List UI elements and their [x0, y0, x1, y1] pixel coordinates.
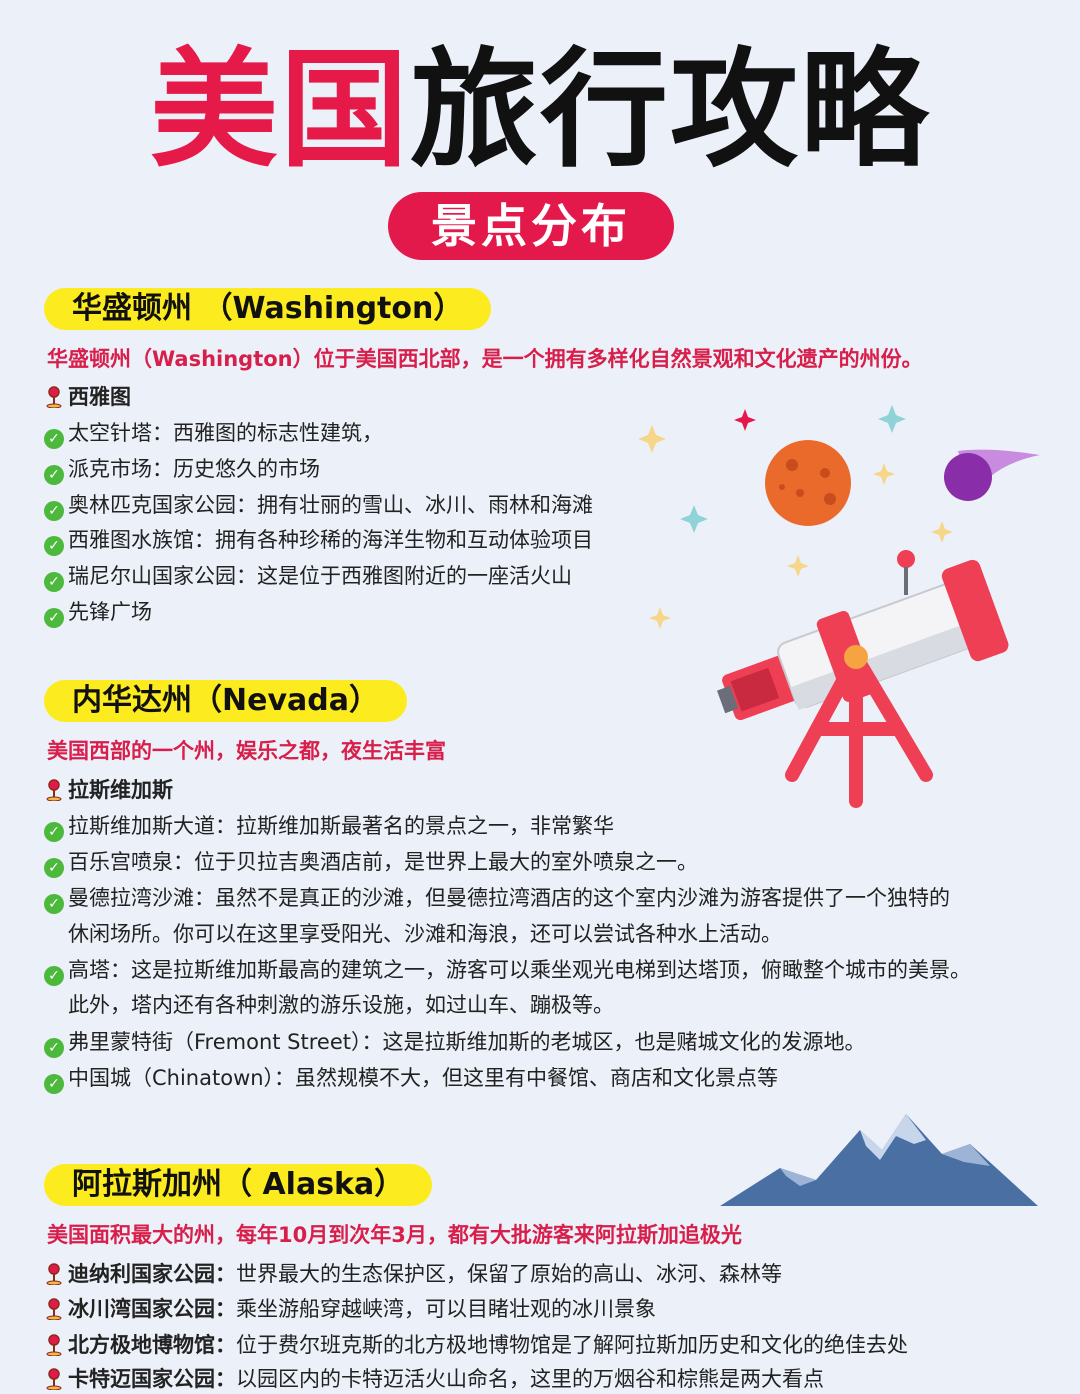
- section-heading-alaska: 阿拉斯加州（ Alaska）: [44, 1164, 433, 1206]
- list-item-text: 太空针塔：西雅图的标志性建筑，: [68, 421, 383, 445]
- check-circle-icon: ✓: [44, 822, 64, 842]
- list-item-text: 拉斯维加斯大道：拉斯维加斯最著名的景点之一，非常繁华: [68, 814, 614, 838]
- list-item-text: 奥林匹克国家公园：拥有壮丽的雪山、冰川、雨林和海滩: [68, 493, 593, 517]
- location-pin-icon: [44, 1263, 64, 1285]
- list-item: ✓ 百乐宫喷泉：位于贝拉吉奥酒店前，是世界上最大的室外喷泉之一。: [44, 847, 698, 878]
- list-item-continuation: 休闲场所。你可以在这里享受阳光、沙滩和海浪，还可以尝试各种水上活动。: [68, 922, 782, 946]
- city-label-seattle: 西雅图: [44, 382, 131, 412]
- check-circle-icon: ✓: [44, 1074, 64, 1094]
- attraction-desc: 位于费尔班克斯的北方极地博物馆是了解阿拉斯加历史和文化的绝佳去处: [236, 1333, 908, 1357]
- list-item: ✓ 高塔：这是拉斯维加斯最高的建筑之一，游客可以乘坐观光电梯到达塔顶，俯瞰整个城市…: [44, 955, 971, 986]
- telescope-tube: [716, 559, 1009, 721]
- list-item: ✓ 派克市场：历史悠久的市场: [44, 454, 320, 485]
- list-item: ✓ 瑞尼尔山国家公园：这是位于西雅图附近的一座活火山: [44, 561, 572, 592]
- attraction-name: 北方极地博物馆：: [68, 1333, 236, 1357]
- list-item-text: 高塔：这是拉斯维加斯最高的建筑之一，游客可以乘坐观光电梯到达塔顶，俯瞰整个城市的…: [68, 958, 971, 982]
- comet-icon: [944, 449, 1040, 501]
- city-name: 西雅图: [68, 385, 131, 409]
- attraction-desc: 乘坐游船穿越峡湾，可以目睹壮观的冰川景象: [236, 1297, 656, 1321]
- attraction-desc: 世界最大的生态保护区，保留了原始的高山、冰河、森林等: [236, 1262, 782, 1286]
- section-intro-washington: 华盛顿州（Washington）位于美国西北部，是一个拥有多样化自然景观和文化遗…: [47, 347, 923, 371]
- check-circle-icon: ✓: [44, 1038, 64, 1058]
- list-item: ✓ 奥林匹克国家公园：拥有壮丽的雪山、冰川、雨林和海滩: [44, 490, 593, 521]
- title-part-black: 旅行攻略: [410, 36, 931, 185]
- list-item-text: 派克市场：历史悠久的市场: [68, 457, 320, 481]
- list-item: 冰川湾国家公园：乘坐游船穿越峡湾，可以目睹壮观的冰川景象: [44, 1294, 656, 1324]
- mountain-illustration: [720, 1114, 1038, 1206]
- location-pin-icon: [44, 1334, 64, 1356]
- telescope-illustration: [638, 405, 1040, 808]
- sparkle-icon: [638, 405, 953, 629]
- attraction-name: 迪纳利国家公园：: [68, 1262, 236, 1286]
- list-item-text: 曼德拉湾沙滩：虽然不是真正的沙滩，但曼德拉湾酒店的这个室内沙滩为游客提供了一个独…: [68, 886, 950, 910]
- city-label-las-vegas: 拉斯维加斯: [44, 775, 173, 805]
- check-circle-icon: ✓: [44, 429, 64, 449]
- list-item-text: 弗里蒙特街（Fremont Street）：这是拉斯维加斯的老城区，也是赌城文化…: [68, 1030, 866, 1054]
- check-circle-icon: ✓: [44, 608, 64, 628]
- location-pin-icon: [44, 386, 64, 408]
- section-heading-washington: 华盛顿州 （Washington）: [44, 288, 492, 330]
- attraction-desc: 以园区内的卡特迈活火山命名，这里的万烟谷和棕熊是两大看点: [236, 1367, 824, 1391]
- list-item-text: 中国城（Chinatown）：虽然规模不大，但这里有中餐馆、商店和文化景点等: [68, 1066, 779, 1090]
- section-intro-nevada: 美国西部的一个州，娱乐之都，夜生活丰富: [47, 739, 446, 763]
- list-item-text: 百乐宫喷泉：位于贝拉吉奥酒店前，是世界上最大的室外喷泉之一。: [68, 850, 698, 874]
- list-item: ✓ 西雅图水族馆：拥有各种珍稀的海洋生物和互动体验项目: [44, 525, 593, 556]
- check-circle-icon: ✓: [44, 572, 64, 592]
- page-title: 美国旅行攻略: [0, 36, 1080, 186]
- list-item: 迪纳利国家公园：世界最大的生态保护区，保留了原始的高山、冰河、森林等: [44, 1259, 782, 1289]
- attraction-name: 卡特迈国家公园：: [68, 1367, 236, 1391]
- check-circle-icon: ✓: [44, 894, 64, 914]
- check-circle-icon: ✓: [44, 536, 64, 556]
- list-item: ✓ 太空针塔：西雅图的标志性建筑，: [44, 418, 383, 449]
- check-circle-icon: ✓: [44, 966, 64, 986]
- list-item-text: 西雅图水族馆：拥有各种珍稀的海洋生物和互动体验项目: [68, 528, 593, 552]
- list-item: 北方极地博物馆：位于费尔班克斯的北方极地博物馆是了解阿拉斯加历史和文化的绝佳去处: [44, 1330, 908, 1360]
- check-circle-icon: ✓: [44, 465, 64, 485]
- section-heading-nevada: 内华达州（Nevada）: [44, 680, 407, 722]
- subtitle-badge: 景点分布: [388, 192, 674, 260]
- list-item: ✓ 先锋广场: [44, 597, 152, 628]
- list-item: ✓ 中国城（Chinatown）：虽然规模不大，但这里有中餐馆、商店和文化景点等: [44, 1063, 778, 1094]
- check-circle-icon: ✓: [44, 501, 64, 521]
- check-circle-icon: ✓: [44, 858, 64, 878]
- location-pin-icon: [44, 1298, 64, 1320]
- tripod: [785, 650, 933, 808]
- title-part-red: 美国: [149, 36, 410, 185]
- list-item: ✓ 曼德拉湾沙滩：虽然不是真正的沙滩，但曼德拉湾酒店的这个室内沙滩为游客提供了一个…: [44, 883, 950, 914]
- location-pin-icon: [44, 1368, 64, 1390]
- list-item: 卡特迈国家公园：以园区内的卡特迈活火山命名，这里的万烟谷和棕熊是两大看点: [44, 1364, 824, 1394]
- planet-icon: [765, 440, 851, 526]
- location-pin-icon: [44, 779, 64, 801]
- list-item-text: 瑞尼尔山国家公园：这是位于西雅图附近的一座活火山: [68, 564, 572, 588]
- list-item-text: 先锋广场: [68, 600, 152, 624]
- attraction-name: 冰川湾国家公园：: [68, 1297, 236, 1321]
- list-item-continuation: 此外，塔内还有各种刺激的游乐设施，如过山车、蹦极等。: [68, 993, 614, 1017]
- city-name: 拉斯维加斯: [68, 778, 173, 802]
- list-item: ✓ 弗里蒙特街（Fremont Street）：这是拉斯维加斯的老城区，也是赌城文…: [44, 1027, 865, 1058]
- section-intro-alaska: 美国面积最大的州，每年10月到次年3月，都有大批游客来阿拉斯加追极光: [47, 1223, 742, 1247]
- list-item: ✓ 拉斯维加斯大道：拉斯维加斯最著名的景点之一，非常繁华: [44, 811, 614, 842]
